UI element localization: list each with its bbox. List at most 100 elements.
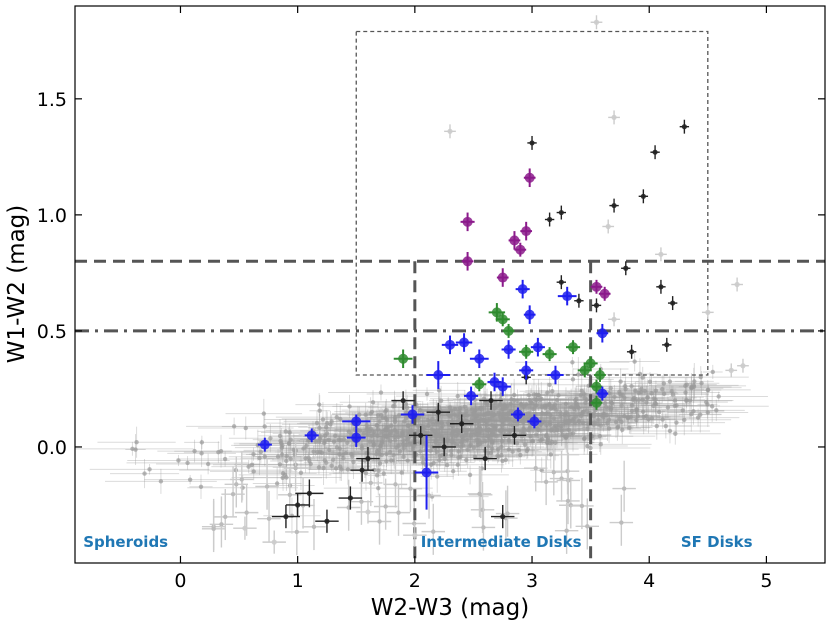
- marker-blue: [433, 370, 444, 381]
- marker-black: [435, 409, 441, 415]
- cloud-marker: [452, 406, 458, 411]
- cloud-marker: [548, 406, 553, 411]
- marker-black: [306, 490, 312, 496]
- marker-blue: [306, 430, 317, 441]
- cloud-marker: [428, 448, 433, 453]
- cloud-marker: [458, 405, 463, 411]
- cloud-point: [275, 403, 398, 432]
- cloud-marker: [497, 414, 503, 419]
- point-black: [544, 212, 555, 227]
- marker-black: [658, 284, 664, 290]
- faint-marker: [239, 477, 244, 482]
- cloud-marker: [489, 446, 495, 451]
- point-black: [656, 279, 666, 294]
- marker-black: [681, 124, 687, 130]
- cloud-point: [270, 447, 303, 475]
- cloud-marker: [384, 407, 389, 413]
- cloud-marker: [430, 421, 436, 427]
- marker-black: [488, 397, 494, 404]
- cloud-point: [327, 425, 413, 458]
- cloud-marker: [288, 456, 293, 462]
- cloud-marker: [521, 417, 526, 423]
- point-black: [591, 298, 602, 313]
- point-blue: [519, 361, 534, 380]
- faint-marker: [393, 482, 398, 487]
- cloud-marker: [632, 398, 638, 403]
- cloud-point: [272, 460, 366, 475]
- cloud-point: [530, 457, 554, 484]
- cloud-marker: [291, 447, 296, 453]
- cloud-marker: [495, 453, 500, 458]
- cloud-marker: [268, 436, 273, 441]
- marker-light-gray-outliers: [605, 223, 611, 230]
- cloud-marker: [579, 388, 584, 393]
- cloud-marker: [538, 397, 543, 402]
- cloud-marker: [251, 469, 256, 474]
- cloud-point: [595, 403, 681, 429]
- cloud-marker: [514, 440, 520, 446]
- cloud-marker: [622, 395, 627, 401]
- faint-point: [470, 481, 495, 534]
- cloud-marker: [608, 385, 613, 391]
- cloud-marker: [347, 404, 352, 409]
- cloud-marker: [424, 391, 430, 397]
- point-black: [662, 337, 672, 352]
- point-black: [679, 119, 690, 134]
- cloud-marker: [416, 424, 421, 429]
- cloud-marker: [495, 446, 501, 452]
- cloud-marker: [640, 375, 645, 380]
- cloud-marker: [134, 440, 139, 445]
- cloud-marker: [521, 404, 527, 409]
- cloud-point: [383, 417, 473, 435]
- marker-light-gray-outliers: [412, 532, 418, 538]
- cloud-point: [466, 423, 489, 438]
- cloud-point: [549, 433, 652, 455]
- cloud-point: [436, 453, 458, 477]
- cloud-point: [602, 394, 684, 429]
- cloud-point: [319, 443, 373, 463]
- cloud-marker: [657, 409, 662, 415]
- cloud-marker: [667, 428, 673, 434]
- faint-marker: [565, 498, 571, 504]
- cloud-point: [258, 419, 302, 453]
- cloud-marker: [334, 445, 340, 450]
- cloud-marker: [692, 379, 697, 384]
- cloud-marker: [568, 404, 574, 410]
- marker-blue: [532, 342, 543, 353]
- region-label-intermediate-disks: Intermediate Disks: [421, 533, 582, 551]
- cloud-marker: [322, 458, 327, 463]
- cloud-marker: [563, 401, 569, 407]
- cloud-point: [463, 378, 566, 412]
- cloud-marker: [605, 421, 610, 426]
- cloud-marker: [458, 444, 464, 450]
- cloud-marker: [337, 452, 342, 457]
- cloud-marker: [501, 422, 506, 427]
- cloud-marker: [401, 445, 407, 451]
- marker-purple: [591, 281, 602, 292]
- cloud-marker: [714, 408, 719, 413]
- cloud-marker: [506, 447, 512, 452]
- point-light-gray-outliers: [737, 358, 749, 373]
- background-cloud-layer: [75, 351, 769, 556]
- cloud-marker: [280, 443, 285, 448]
- cloud-marker: [493, 400, 498, 406]
- cloud-marker: [531, 407, 536, 412]
- marker-green: [521, 346, 532, 357]
- cloud-point: [341, 398, 432, 422]
- point-black: [667, 296, 678, 311]
- cloud-point: [515, 356, 630, 368]
- cloud-marker: [380, 436, 385, 441]
- cloud-point: [242, 447, 265, 461]
- cloud-point: [493, 432, 557, 457]
- cloud-marker: [231, 424, 237, 429]
- cloud-marker: [442, 456, 447, 462]
- cloud-marker: [683, 390, 688, 395]
- cloud-marker: [642, 388, 648, 394]
- cloud-marker: [465, 413, 470, 418]
- cloud-marker: [349, 452, 354, 457]
- cloud-marker: [486, 444, 491, 449]
- y-axis-title: W1-W2 (mag): [4, 205, 30, 363]
- cloud-marker: [627, 425, 632, 431]
- cloud-point: [525, 385, 548, 405]
